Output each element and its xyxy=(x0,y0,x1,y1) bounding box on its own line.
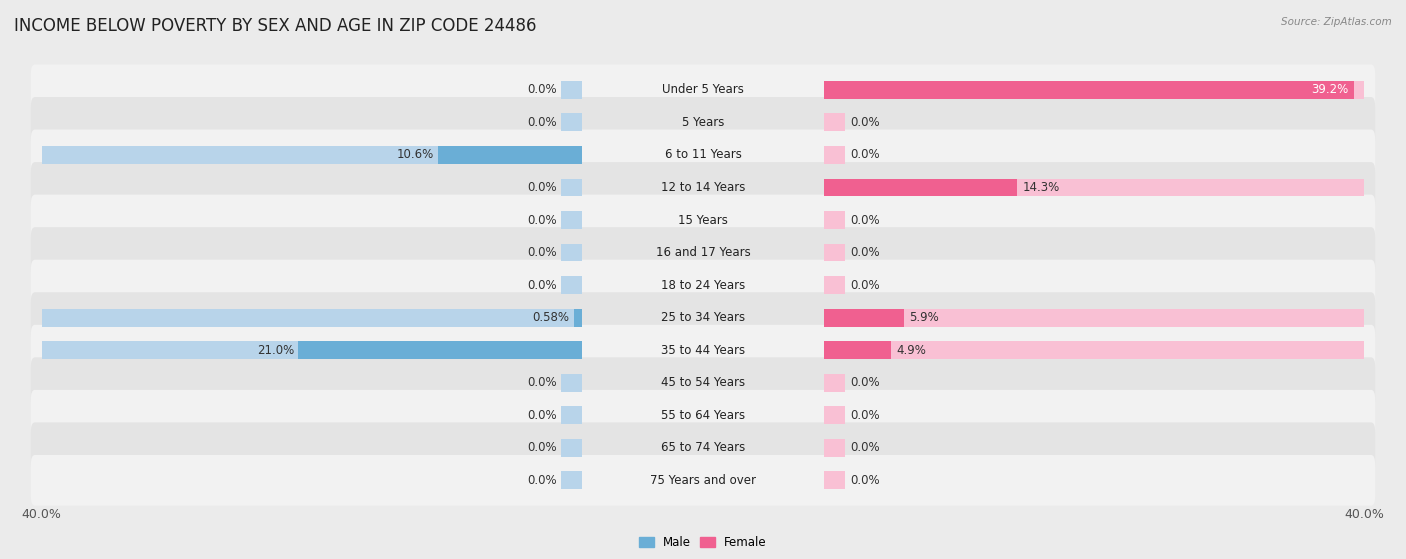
Bar xyxy=(561,244,582,262)
Text: 5 Years: 5 Years xyxy=(682,116,724,129)
FancyBboxPatch shape xyxy=(31,195,1375,245)
Text: 0.0%: 0.0% xyxy=(851,214,880,226)
Bar xyxy=(824,406,845,424)
Bar xyxy=(561,406,582,424)
Text: Source: ZipAtlas.com: Source: ZipAtlas.com xyxy=(1281,17,1392,27)
Bar xyxy=(824,244,845,262)
Bar xyxy=(561,81,582,99)
Text: 0.0%: 0.0% xyxy=(851,278,880,292)
FancyBboxPatch shape xyxy=(31,357,1375,408)
Bar xyxy=(561,471,582,489)
Text: 0.0%: 0.0% xyxy=(851,474,880,487)
Bar xyxy=(561,178,582,196)
Text: 10.6%: 10.6% xyxy=(396,149,434,162)
Bar xyxy=(824,309,1364,326)
Bar xyxy=(824,341,890,359)
Bar xyxy=(824,439,845,457)
Text: 35 to 44 Years: 35 to 44 Years xyxy=(661,344,745,357)
FancyBboxPatch shape xyxy=(31,162,1375,213)
FancyBboxPatch shape xyxy=(31,455,1375,506)
Bar xyxy=(561,211,582,229)
Text: 5.9%: 5.9% xyxy=(910,311,939,324)
Bar xyxy=(824,341,1364,359)
Bar xyxy=(574,309,582,326)
Bar xyxy=(42,146,582,164)
Bar xyxy=(561,374,582,392)
Text: 25 to 34 Years: 25 to 34 Years xyxy=(661,311,745,324)
Bar xyxy=(42,341,582,359)
FancyBboxPatch shape xyxy=(31,130,1375,181)
Text: 16 and 17 Years: 16 and 17 Years xyxy=(655,246,751,259)
Legend: Male, Female: Male, Female xyxy=(634,532,772,554)
Text: 75 Years and over: 75 Years and over xyxy=(650,474,756,487)
Text: 0.0%: 0.0% xyxy=(527,181,557,194)
Bar xyxy=(824,178,1018,196)
Text: 0.0%: 0.0% xyxy=(527,246,557,259)
FancyBboxPatch shape xyxy=(31,260,1375,310)
FancyBboxPatch shape xyxy=(31,292,1375,343)
Bar xyxy=(824,146,845,164)
Bar xyxy=(298,341,582,359)
Text: 0.0%: 0.0% xyxy=(527,474,557,487)
Bar xyxy=(824,309,904,326)
Text: INCOME BELOW POVERTY BY SEX AND AGE IN ZIP CODE 24486: INCOME BELOW POVERTY BY SEX AND AGE IN Z… xyxy=(14,17,537,35)
Text: 0.0%: 0.0% xyxy=(851,441,880,454)
Text: 4.9%: 4.9% xyxy=(896,344,927,357)
FancyBboxPatch shape xyxy=(31,325,1375,376)
Text: 0.0%: 0.0% xyxy=(851,246,880,259)
Bar xyxy=(561,439,582,457)
Text: 0.0%: 0.0% xyxy=(527,409,557,421)
Text: 21.0%: 21.0% xyxy=(257,344,294,357)
FancyBboxPatch shape xyxy=(31,423,1375,473)
Text: Under 5 Years: Under 5 Years xyxy=(662,83,744,96)
Bar xyxy=(42,309,582,326)
Bar xyxy=(824,81,1364,99)
Bar xyxy=(824,113,845,131)
FancyBboxPatch shape xyxy=(31,227,1375,278)
Bar xyxy=(824,178,1364,196)
Text: 0.0%: 0.0% xyxy=(527,278,557,292)
Bar xyxy=(439,146,582,164)
Text: 55 to 64 Years: 55 to 64 Years xyxy=(661,409,745,421)
Text: 15 Years: 15 Years xyxy=(678,214,728,226)
Text: 0.0%: 0.0% xyxy=(851,116,880,129)
Text: 0.0%: 0.0% xyxy=(851,376,880,389)
Text: 6 to 11 Years: 6 to 11 Years xyxy=(665,149,741,162)
FancyBboxPatch shape xyxy=(31,64,1375,115)
Bar xyxy=(824,211,845,229)
Bar xyxy=(824,81,1354,99)
Text: 0.0%: 0.0% xyxy=(527,116,557,129)
FancyBboxPatch shape xyxy=(31,97,1375,148)
Bar xyxy=(824,276,845,294)
Text: 18 to 24 Years: 18 to 24 Years xyxy=(661,278,745,292)
Text: 12 to 14 Years: 12 to 14 Years xyxy=(661,181,745,194)
FancyBboxPatch shape xyxy=(31,390,1375,440)
Text: 65 to 74 Years: 65 to 74 Years xyxy=(661,441,745,454)
Bar xyxy=(824,374,845,392)
Bar xyxy=(561,113,582,131)
Text: 14.3%: 14.3% xyxy=(1024,181,1060,194)
Bar xyxy=(824,471,845,489)
Text: 0.0%: 0.0% xyxy=(527,83,557,96)
Text: 0.0%: 0.0% xyxy=(527,214,557,226)
Text: 0.0%: 0.0% xyxy=(851,409,880,421)
Text: 39.2%: 39.2% xyxy=(1310,83,1348,96)
Text: 0.58%: 0.58% xyxy=(533,311,569,324)
Text: 0.0%: 0.0% xyxy=(851,149,880,162)
Bar xyxy=(561,276,582,294)
Text: 0.0%: 0.0% xyxy=(527,376,557,389)
Text: 0.0%: 0.0% xyxy=(527,441,557,454)
Text: 45 to 54 Years: 45 to 54 Years xyxy=(661,376,745,389)
